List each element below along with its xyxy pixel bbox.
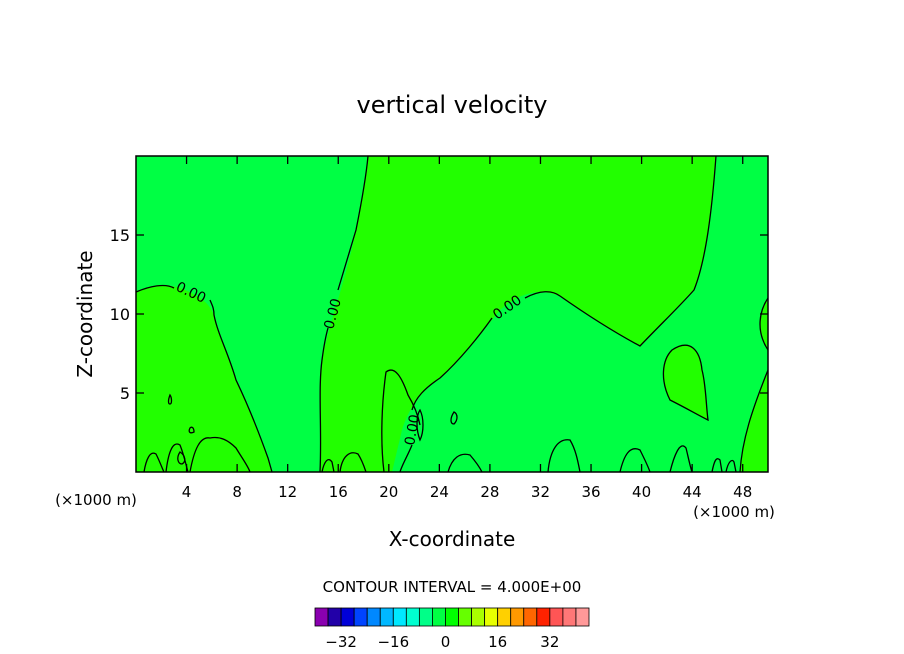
colorbar-tick-labels: −32 −16 0 16 32: [325, 633, 559, 651]
colorbar-swatch: [314, 607, 329, 627]
x-tick-label: 20: [379, 483, 398, 501]
x-axis-label: X-coordinate: [389, 527, 516, 551]
colorbar-swatch: [379, 607, 394, 627]
x-tick-label: 4: [182, 483, 192, 501]
contour-region-left: [136, 285, 272, 472]
x-tick-label: 32: [531, 483, 550, 501]
zero-contour-arch: [524, 155, 717, 347]
x-tick-label: 48: [733, 483, 752, 501]
y-tick-label: 10: [110, 305, 130, 324]
colorbar-swatch: [418, 607, 433, 627]
zero-contour-lower: [399, 444, 413, 473]
zero-contour-left-b: [209, 299, 273, 473]
plot-area: [136, 156, 768, 472]
contour-interval-text: CONTOUR INTERVAL = 4.000E+00: [323, 578, 582, 596]
x-tick-label: 8: [232, 483, 242, 501]
colorbar-tick-label: −32: [325, 633, 357, 651]
x-tick-label: 36: [581, 483, 600, 501]
y-axis-ticks: 5 10 15: [110, 226, 768, 403]
contour-region-middle: [320, 156, 716, 472]
x-axis-ticks: 4 8 12 16 20 24 28 32 36 40 44 48: [182, 156, 752, 501]
colorbar: [314, 607, 590, 627]
contour-bottom-right: [739, 369, 769, 473]
colorbar-swatch: [340, 607, 355, 627]
colorbar-tick-label: 32: [540, 633, 559, 651]
x-unit-label-right: (×1000 m): [693, 503, 775, 521]
colorbar-swatch: [510, 607, 525, 627]
zero-contour-middle-left: [319, 327, 329, 473]
x-tick-label: 16: [329, 483, 348, 501]
contour-plume: [381, 369, 421, 473]
contour-region-bottom-right: [740, 370, 768, 472]
colorbar-swatch: [484, 607, 499, 627]
x-unit-label-left: (×1000 m): [55, 491, 137, 509]
contour-right-patch: [662, 344, 709, 422]
contour-small-ovals: [167, 393, 458, 465]
colorbar-swatch: [549, 607, 564, 627]
colorbar-swatch: [458, 607, 472, 627]
zero-contour-middle-top: [337, 155, 369, 291]
colorbar-swatch: [562, 607, 577, 627]
colorbar-tick-label: 16: [488, 633, 507, 651]
contour-region-right-patch: [663, 345, 708, 420]
colorbar-swatch: [536, 607, 551, 627]
x-tick-label: 24: [430, 483, 449, 501]
colorbar-swatch: [523, 607, 538, 627]
colorbar-tick-label: −16: [377, 633, 409, 651]
colorbar-swatch: [497, 607, 512, 627]
colorbar-swatch: [432, 607, 446, 627]
zero-contour-left: [135, 284, 175, 293]
colorbar-swatch: [575, 607, 590, 627]
colorbar-swatch: [353, 607, 368, 627]
colorbar-swatch: [366, 607, 381, 627]
colorbar-swatch: [445, 607, 459, 627]
contour-label: 0.00: [402, 413, 423, 446]
x-tick-label: 28: [480, 483, 499, 501]
colorbar-swatch: [392, 607, 407, 627]
x-tick-label: 12: [278, 483, 297, 501]
x-tick-label: 44: [683, 483, 702, 501]
x-tick-label: 40: [632, 483, 651, 501]
y-tick-label: 5: [120, 384, 130, 403]
zero-contour-arch-left: [411, 317, 493, 411]
y-tick-label: 15: [110, 226, 130, 245]
contour-cells-mid: [321, 452, 483, 473]
contour-label: 0.00: [321, 297, 345, 331]
contour-right-edge: [759, 297, 769, 351]
y-axis-label: Z-coordinate: [73, 250, 97, 377]
contour-cells-right: [547, 439, 737, 473]
chart-title: vertical velocity: [357, 91, 548, 119]
colorbar-swatch: [405, 607, 420, 627]
colorbar-tick-label: 0: [441, 633, 451, 651]
colorbar-swatch: [471, 607, 486, 627]
colorbar-swatch: [327, 607, 342, 627]
